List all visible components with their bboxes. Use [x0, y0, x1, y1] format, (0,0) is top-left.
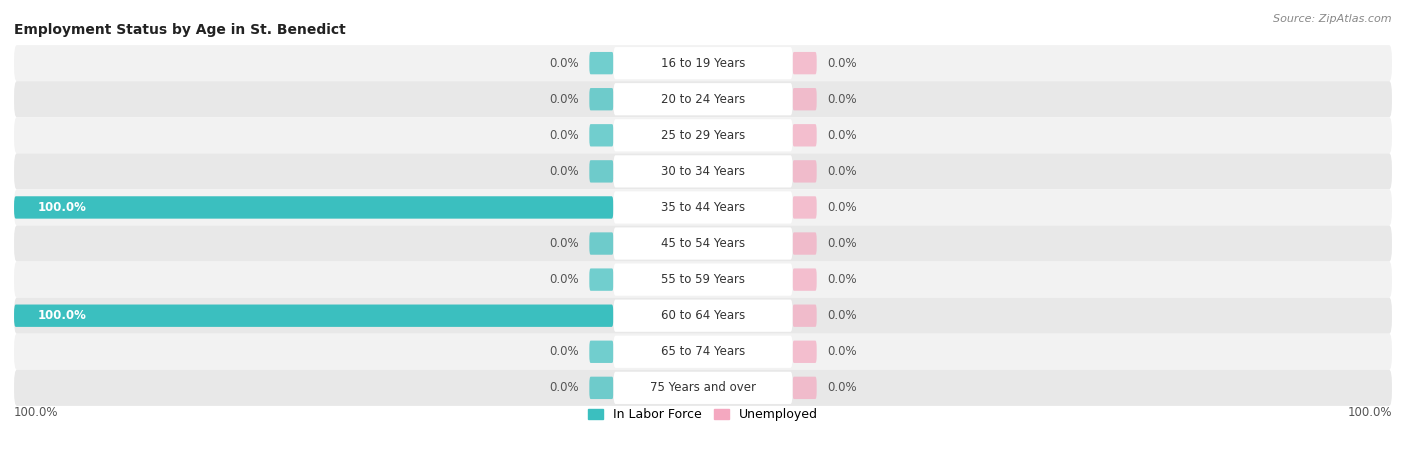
FancyBboxPatch shape — [613, 83, 793, 115]
FancyBboxPatch shape — [589, 88, 613, 110]
Text: 0.0%: 0.0% — [827, 237, 856, 250]
FancyBboxPatch shape — [589, 52, 613, 74]
Legend: In Labor Force, Unemployed: In Labor Force, Unemployed — [588, 408, 818, 421]
FancyBboxPatch shape — [793, 52, 817, 74]
Text: 0.0%: 0.0% — [827, 57, 856, 69]
Text: 55 to 59 Years: 55 to 59 Years — [661, 273, 745, 286]
FancyBboxPatch shape — [14, 226, 1392, 262]
Text: Source: ZipAtlas.com: Source: ZipAtlas.com — [1274, 14, 1392, 23]
Text: 0.0%: 0.0% — [550, 93, 579, 106]
Text: 0.0%: 0.0% — [827, 273, 856, 286]
Text: 0.0%: 0.0% — [827, 201, 856, 214]
Text: 0.0%: 0.0% — [827, 93, 856, 106]
Text: 65 to 74 Years: 65 to 74 Years — [661, 345, 745, 358]
FancyBboxPatch shape — [793, 88, 817, 110]
Text: Employment Status by Age in St. Benedict: Employment Status by Age in St. Benedict — [14, 23, 346, 37]
FancyBboxPatch shape — [14, 81, 1392, 117]
Text: 60 to 64 Years: 60 to 64 Years — [661, 309, 745, 322]
Text: 45 to 54 Years: 45 to 54 Years — [661, 237, 745, 250]
Text: 0.0%: 0.0% — [550, 57, 579, 69]
Text: 100.0%: 100.0% — [1347, 406, 1392, 419]
FancyBboxPatch shape — [589, 232, 613, 255]
FancyBboxPatch shape — [613, 227, 793, 260]
FancyBboxPatch shape — [14, 262, 1392, 298]
FancyBboxPatch shape — [589, 268, 613, 291]
FancyBboxPatch shape — [14, 304, 613, 327]
Text: 16 to 19 Years: 16 to 19 Years — [661, 57, 745, 69]
Text: 0.0%: 0.0% — [550, 165, 579, 178]
FancyBboxPatch shape — [14, 370, 1392, 406]
FancyBboxPatch shape — [793, 196, 817, 219]
FancyBboxPatch shape — [613, 336, 793, 368]
Text: 0.0%: 0.0% — [550, 382, 579, 394]
Text: 100.0%: 100.0% — [38, 201, 87, 214]
FancyBboxPatch shape — [14, 189, 1392, 226]
FancyBboxPatch shape — [613, 47, 793, 79]
FancyBboxPatch shape — [793, 341, 817, 363]
FancyBboxPatch shape — [589, 124, 613, 147]
FancyBboxPatch shape — [14, 298, 1392, 334]
Text: 0.0%: 0.0% — [827, 129, 856, 142]
Text: 100.0%: 100.0% — [14, 406, 59, 419]
Text: 35 to 44 Years: 35 to 44 Years — [661, 201, 745, 214]
Text: 0.0%: 0.0% — [827, 309, 856, 322]
FancyBboxPatch shape — [793, 124, 817, 147]
FancyBboxPatch shape — [613, 372, 793, 404]
FancyBboxPatch shape — [14, 153, 1392, 189]
Text: 0.0%: 0.0% — [550, 345, 579, 358]
Text: 0.0%: 0.0% — [827, 345, 856, 358]
FancyBboxPatch shape — [793, 377, 817, 399]
FancyBboxPatch shape — [613, 299, 793, 332]
FancyBboxPatch shape — [14, 334, 1392, 370]
FancyBboxPatch shape — [589, 341, 613, 363]
FancyBboxPatch shape — [589, 377, 613, 399]
FancyBboxPatch shape — [793, 268, 817, 291]
FancyBboxPatch shape — [589, 160, 613, 183]
FancyBboxPatch shape — [613, 119, 793, 152]
Text: 100.0%: 100.0% — [38, 309, 87, 322]
Text: 30 to 34 Years: 30 to 34 Years — [661, 165, 745, 178]
FancyBboxPatch shape — [14, 196, 613, 219]
FancyBboxPatch shape — [613, 155, 793, 188]
Text: 20 to 24 Years: 20 to 24 Years — [661, 93, 745, 106]
FancyBboxPatch shape — [613, 263, 793, 296]
FancyBboxPatch shape — [613, 191, 793, 224]
Text: 0.0%: 0.0% — [827, 382, 856, 394]
Text: 0.0%: 0.0% — [550, 273, 579, 286]
FancyBboxPatch shape — [793, 304, 817, 327]
Text: 0.0%: 0.0% — [827, 165, 856, 178]
Text: 75 Years and over: 75 Years and over — [650, 382, 756, 394]
FancyBboxPatch shape — [14, 117, 1392, 153]
FancyBboxPatch shape — [793, 232, 817, 255]
FancyBboxPatch shape — [793, 160, 817, 183]
Text: 25 to 29 Years: 25 to 29 Years — [661, 129, 745, 142]
Text: 0.0%: 0.0% — [550, 129, 579, 142]
FancyBboxPatch shape — [14, 45, 1392, 81]
Text: 0.0%: 0.0% — [550, 237, 579, 250]
